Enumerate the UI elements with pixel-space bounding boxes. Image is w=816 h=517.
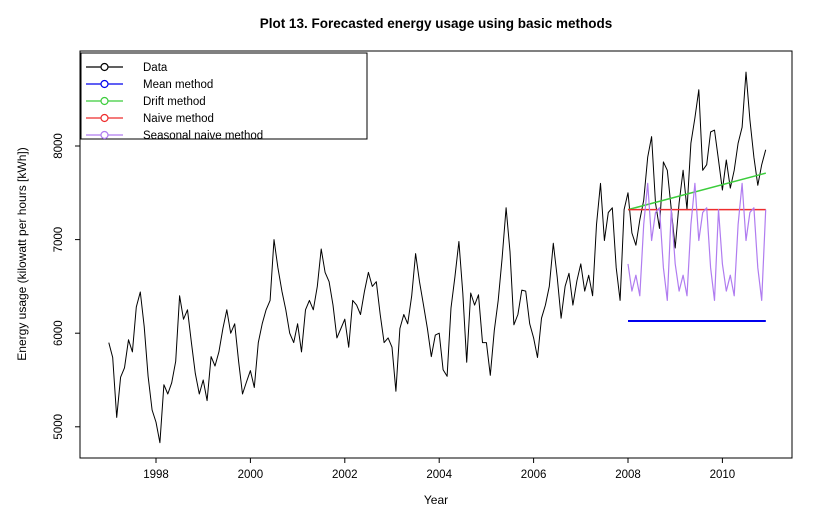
x-axis-ticks: 1998 2000 2002 2004 2006 2008 2010 bbox=[143, 458, 735, 481]
series-lines bbox=[108, 71, 767, 444]
y-axis-ticks: 5000 6000 7000 8000 bbox=[53, 133, 80, 440]
legend: Data Mean method Drift method Naive method S… bbox=[80, 52, 368, 142]
x-tick-label: 2008 bbox=[615, 469, 641, 481]
legend-marker-icon bbox=[100, 113, 109, 123]
y-tick-label: 7000 bbox=[53, 227, 65, 253]
x-tick-label: 1998 bbox=[143, 469, 169, 481]
legend-item-label: Mean method bbox=[143, 79, 213, 91]
legend-marker-icon bbox=[100, 96, 109, 106]
y-tick-label: 8000 bbox=[53, 133, 65, 159]
plot-area-border bbox=[79, 50, 793, 459]
y-tick-label: 6000 bbox=[53, 320, 65, 346]
legend-item-label: Seasonal naive method bbox=[143, 130, 263, 142]
legend-marker-icon bbox=[100, 79, 109, 89]
y-axis-label: Energy usage (kilowatt per hours [kWh]) bbox=[15, 147, 29, 360]
series-data bbox=[108, 71, 767, 444]
legend-item-label: Data bbox=[143, 62, 168, 74]
x-tick-label: 2000 bbox=[238, 469, 264, 481]
legend-marker-icon bbox=[100, 62, 109, 72]
x-axis-label: Year bbox=[424, 493, 448, 507]
legend-box bbox=[80, 52, 368, 140]
legend-item-label: Drift method bbox=[143, 96, 206, 108]
x-tick-label: 2006 bbox=[521, 469, 547, 481]
legend-item-label: Naive method bbox=[143, 113, 214, 125]
legend-marker-icon bbox=[100, 130, 109, 140]
x-tick-label: 2010 bbox=[710, 469, 736, 481]
series-drift bbox=[627, 172, 767, 211]
x-tick-label: 2004 bbox=[426, 469, 452, 481]
x-tick-label: 2002 bbox=[332, 469, 358, 481]
chart-title: Plot 13. Forecasted energy usage using b… bbox=[260, 16, 613, 31]
series-snaive bbox=[627, 182, 767, 301]
y-tick-label: 5000 bbox=[53, 414, 65, 440]
